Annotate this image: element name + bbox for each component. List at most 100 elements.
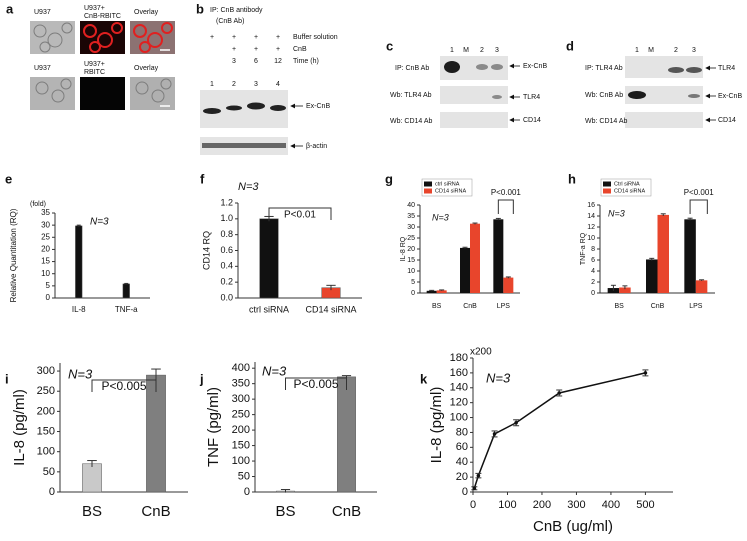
panel-label: f [200,171,205,186]
lane-label: 3 [495,47,499,54]
condition-mark: + [276,34,280,41]
annotation: N=3 [486,370,511,385]
y-tick-label: 50 [238,470,250,482]
y-tick-label: 40 [456,456,468,468]
panel-label: a [6,1,14,16]
blot [625,86,703,104]
annotation: N=3 [432,212,449,222]
x-tick-label: TNF-a [115,305,138,314]
y-tick-label: 150 [37,425,55,437]
panel-b: b IP: CnB antibody (CnB Ab) + + + + + + … [196,1,338,155]
x-tick-label: 100 [498,499,516,511]
point [472,486,477,491]
probe-label: Wb: CD14 Ab [585,118,628,125]
image-label: Overlay [134,65,159,72]
lane-label: 1 [210,81,214,88]
significance: P<0.01 [284,210,316,221]
significance-bracket [285,377,347,390]
y-tick-label: 60 [456,441,468,453]
y-tick-label: 100 [232,455,250,467]
significance-bracket [497,199,514,214]
significance: P<0.005 [101,379,146,393]
y-tick-label: 1.2 [220,197,233,207]
y-tick-label: 15 [407,257,415,264]
y-tick-label: 4 [591,268,595,275]
legend-swatch [603,188,611,194]
y-axis-label: IL-8 (pg/ml) [11,389,28,466]
blot [440,86,508,104]
y-tick-label: 0 [411,290,415,297]
panel-label: e [5,171,12,186]
y-tick-label: 15 [41,257,50,266]
y-tick-label: 150 [232,439,250,451]
y-tick-label: 400 [232,362,250,374]
legend-swatch [424,188,432,194]
legend-swatch [424,181,432,187]
y-tick-label: 8 [591,246,595,253]
probe-label: Wb: CnB Ab [585,92,623,99]
cells [33,22,73,53]
y-axis-label: TNF-a RQ [580,232,587,265]
y-tick-label: 2 [591,279,595,286]
x-tick-label: BS [614,303,624,310]
bar [337,376,356,493]
annotation: N=3 [262,363,287,378]
bands [668,67,684,73]
y-tick-label: 0 [244,486,250,498]
y-tick-label: 5 [411,279,415,286]
legend-label: CD14 siRNA [435,188,467,194]
band-label: Ex-CnB [718,93,742,100]
header: (CnB Ab) [216,18,244,25]
x-tick-label: CnB [463,303,477,310]
y-tick-label: 160 [450,367,468,379]
image-label: Overlay [134,9,159,16]
bar [259,218,279,299]
y-tick-label: 0 [591,290,595,297]
y-axis-label: Relative Quantitation (RQ) [9,208,18,302]
x-tick-label: 200 [533,499,551,511]
image-label: U937 [34,9,51,16]
bar [82,463,102,493]
x-tick-label: BS [275,503,295,520]
y-tick-label: 20 [41,245,50,254]
legend-label: Ctrl siRNA [614,181,640,187]
y-axis-label: IL-8 RQ [400,236,407,261]
y-tick-label: 300 [37,365,55,377]
lane-label: 3 [692,47,696,54]
condition-mark: + [254,34,258,41]
band-label: CD14 [523,117,541,124]
y-tick-label: 0.8 [220,229,233,239]
x-tick-label: LPS [689,303,703,310]
x-tick-label: 300 [567,499,585,511]
significance-bracket [268,207,332,220]
significance-bracket [91,379,157,392]
y-tick-label: 0.4 [220,261,233,271]
condition-mark: + [232,34,236,41]
y-tick-label: 120 [450,397,468,409]
annotation: N=3 [238,181,259,193]
panel-label: j [199,371,204,386]
condition-mark: + [254,46,258,53]
bands [688,94,700,98]
bands [491,64,503,70]
micrograph [80,77,125,110]
bar [619,287,631,293]
lane-label: 1 [635,47,639,54]
y-tick-label: 350 [232,378,250,390]
condition-mark: 6 [254,58,258,65]
y-tick-label: 20 [456,471,468,483]
lane-label: 1 [450,47,454,54]
y-tick-label: 0 [49,486,55,498]
bar [122,283,130,299]
x-tick-label: 0 [470,499,476,511]
bar [460,247,470,293]
bar [695,280,708,293]
y-axis-label: TNF (pg/ml) [205,387,222,467]
lane-label: M [463,47,469,54]
significance: P<0.001 [684,188,715,197]
cells [83,22,173,53]
unit-note: (fold) [30,201,46,208]
legend-box [421,178,473,197]
y-tick-label: 250 [232,409,250,421]
condition-name: Buffer solution [293,34,338,41]
